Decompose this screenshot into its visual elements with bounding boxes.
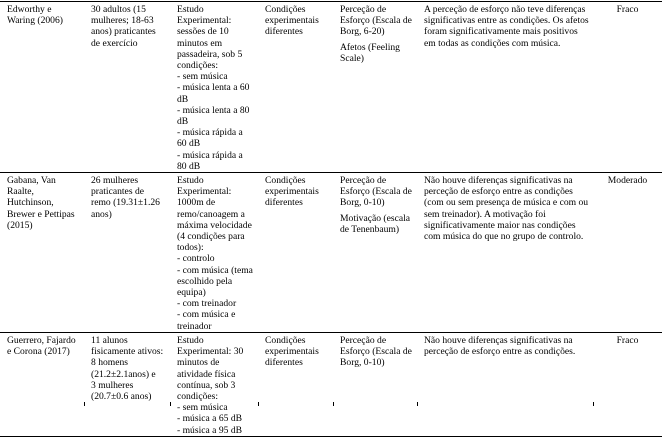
design-cell: Estudo Experimental: sessões de 10 minut… <box>170 0 258 173</box>
results-cell: Não houve diferenças significativas na p… <box>417 331 593 437</box>
conditions-cell: Condições experimentais diferentes <box>258 172 333 333</box>
column-divider <box>417 402 418 406</box>
study-cell: Edworthy e Waring (2006) <box>0 0 84 173</box>
results-cell: Não houve diferenças significativas na p… <box>417 172 593 333</box>
measures-cell: Perceção de Esforço (Escala de Borg, 0-1… <box>333 331 417 437</box>
column-divider <box>258 402 259 406</box>
table-row: Gabana, Van Raalte, Hutchinson, Brewer e… <box>0 172 662 333</box>
measures-cell: Perceção de Esforço (Escala de Borg, 0-1… <box>333 172 417 333</box>
sample-cell: 26 mulheres praticantes de remo (19.31±1… <box>84 172 170 333</box>
conditions-cell: Condições experimentais diferentes <box>258 0 333 173</box>
results-cell: A perceção de esforço não teve diferença… <box>417 0 593 173</box>
quality-cell: Fraco <box>593 0 662 173</box>
study-cell: Gabana, Van Raalte, Hutchinson, Brewer e… <box>0 172 84 333</box>
measures-cell: Perceção de Esforço (Escala de Borg, 6-2… <box>333 0 417 173</box>
column-divider <box>333 402 334 406</box>
conditions-cell: Condições experimentais diferentes <box>258 331 333 437</box>
table-row: Guerrero, Fajardo e Corona (2017) 11 alu… <box>0 331 662 437</box>
design-cell: Estudo Experimental: 30 minutos de ativi… <box>170 331 258 437</box>
quality-cell: Fraco <box>593 331 662 437</box>
column-divider <box>593 402 594 406</box>
column-divider <box>84 402 85 406</box>
quality-cell: Moderado <box>593 172 662 333</box>
sample-cell: 11 alunos fisicamente ativos: 8 homens (… <box>84 331 170 437</box>
table-row: Edworthy e Waring (2006) 30 adultos (15 … <box>0 0 662 173</box>
column-divider <box>170 402 171 406</box>
column-ticks <box>0 398 662 406</box>
sample-cell: 30 adultos (15 mulheres; 18-63 anos) pra… <box>84 0 170 173</box>
design-cell: Estudo Experimental: 1000m de remo/canoa… <box>170 172 258 333</box>
study-cell: Guerrero, Fajardo e Corona (2017) <box>0 331 84 437</box>
